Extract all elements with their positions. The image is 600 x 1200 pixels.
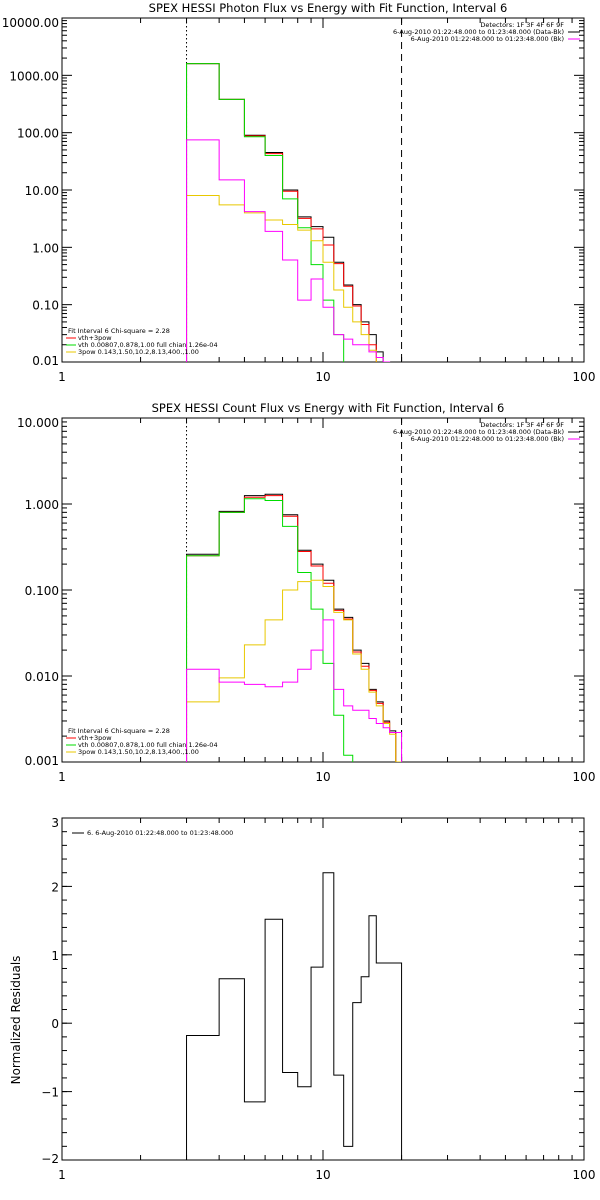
count-flux-title: SPEX HESSI Count Flux vs Energy with Fit… xyxy=(152,401,505,415)
series-group xyxy=(186,872,403,1160)
series-step-line xyxy=(186,872,403,1160)
plot-frame xyxy=(61,417,585,763)
legend-top-entry: 6-Aug-2010 01:22:48.000 to 01:23:48.000 … xyxy=(411,35,564,43)
x-tick-label: 10 xyxy=(315,770,330,784)
series-group xyxy=(186,63,391,362)
series-step-line xyxy=(186,63,377,362)
fit-legend-entry: Fit Interval 6 Chi-square = 2.28 xyxy=(68,327,170,335)
y-tick-label: 10000.00 xyxy=(2,16,59,30)
y-tick-label: 1 xyxy=(51,949,59,963)
x-tick-label: 1 xyxy=(58,1168,66,1182)
legend-top-entry: Detectors: 1F 3F 4F 6F 9F xyxy=(480,21,564,29)
x-tick-label: 100 xyxy=(573,1168,596,1182)
y-tick-label: 3 xyxy=(51,816,59,830)
series-step-line xyxy=(186,495,403,762)
x-tick-label: 100 xyxy=(573,770,596,784)
series-step-line xyxy=(186,619,403,762)
fit-legend-entry: 3pow 0.143,1.50,10.2,8.13,400.,1.00 xyxy=(78,748,199,756)
y-tick-label: 0.010 xyxy=(25,670,59,684)
x-tick-label: 1 xyxy=(58,370,66,384)
legend-top-entry: Detectors: 1F 3F 4F 6F 9F xyxy=(480,421,564,429)
series-step-line xyxy=(186,195,377,362)
residuals-panel: Normalized Residuals 1 10 100 −2 −1 0 1 2 3 6. 6-… xyxy=(9,816,595,1182)
y-tick-label: 0 xyxy=(51,1017,59,1031)
plot-frame xyxy=(61,817,585,1161)
fit-legend-entry: vth+3pow xyxy=(78,334,112,342)
fit-legend-entry: 3pow 0.143,1.50,10.2,8.13,400.,1.00 xyxy=(78,348,199,356)
x-tick-label: 100 xyxy=(573,370,596,384)
y-tick-label: 2 xyxy=(51,880,59,894)
legend-top-entry: 6-Aug-2010 01:22:48.000 to 01:23:48.000 … xyxy=(393,28,564,36)
y-tick-label: 0.100 xyxy=(25,584,59,598)
series-group xyxy=(186,493,403,762)
y-tick-label: 10.000 xyxy=(17,416,59,430)
y-tick-label: −2 xyxy=(41,1152,59,1166)
legend-entry: 6. 6-Aug-2010 01:22:48.000 to 01:23:48.0… xyxy=(87,829,233,837)
series-step-line xyxy=(186,63,384,362)
y-tick-label: −1 xyxy=(41,1086,59,1100)
y-tick-label: 0.01 xyxy=(32,354,59,368)
series-step-line xyxy=(186,493,403,762)
fit-legend-entry: Fit Interval 6 Chi-square = 2.28 xyxy=(68,727,170,735)
legend-top-entry: 6-Aug-2010 01:22:48.000 to 01:23:48.000 … xyxy=(411,435,564,443)
count-flux-panel: SPEX HESSI Count Flux vs Energy with Fit… xyxy=(17,401,595,784)
photon-flux-panel: SPEX HESSI Photon Flux vs Energy with Fi… xyxy=(2,1,596,384)
fit-legend-entry: vth 0.00807,0.878,1.00 full chian 1.26e-… xyxy=(78,341,218,349)
y-tick-label: 1.00 xyxy=(32,241,59,255)
fit-legend-entry: vth 0.00807,0.878,1.00 full chian 1.26e-… xyxy=(78,741,218,749)
series-step-line xyxy=(186,139,391,362)
series-step-line xyxy=(186,579,403,762)
fit-legend-entry: vth+3pow xyxy=(78,734,112,742)
y-tick-label: 1000.00 xyxy=(9,69,59,83)
x-tick-label: 10 xyxy=(315,1168,330,1182)
x-tick-label: 1 xyxy=(58,770,66,784)
legend-top-entry: 6-Aug-2010 01:22:48.000 to 01:23:48.000 … xyxy=(393,428,564,436)
series-step-line xyxy=(186,498,354,762)
photon-flux-title: SPEX HESSI Photon Flux vs Energy with Fi… xyxy=(149,1,508,15)
y-tick-label: 100.00 xyxy=(17,127,59,141)
y-tick-label: 10.00 xyxy=(25,184,59,198)
y-tick-label: 1.000 xyxy=(25,498,59,512)
y-tick-label: 0.001 xyxy=(25,754,59,768)
y-tick-label: 0.10 xyxy=(32,299,59,313)
series-step-line xyxy=(186,63,345,362)
plot-frame xyxy=(61,17,585,363)
residuals-ylabel: Normalized Residuals xyxy=(9,956,23,1085)
x-tick-label: 10 xyxy=(315,370,330,384)
